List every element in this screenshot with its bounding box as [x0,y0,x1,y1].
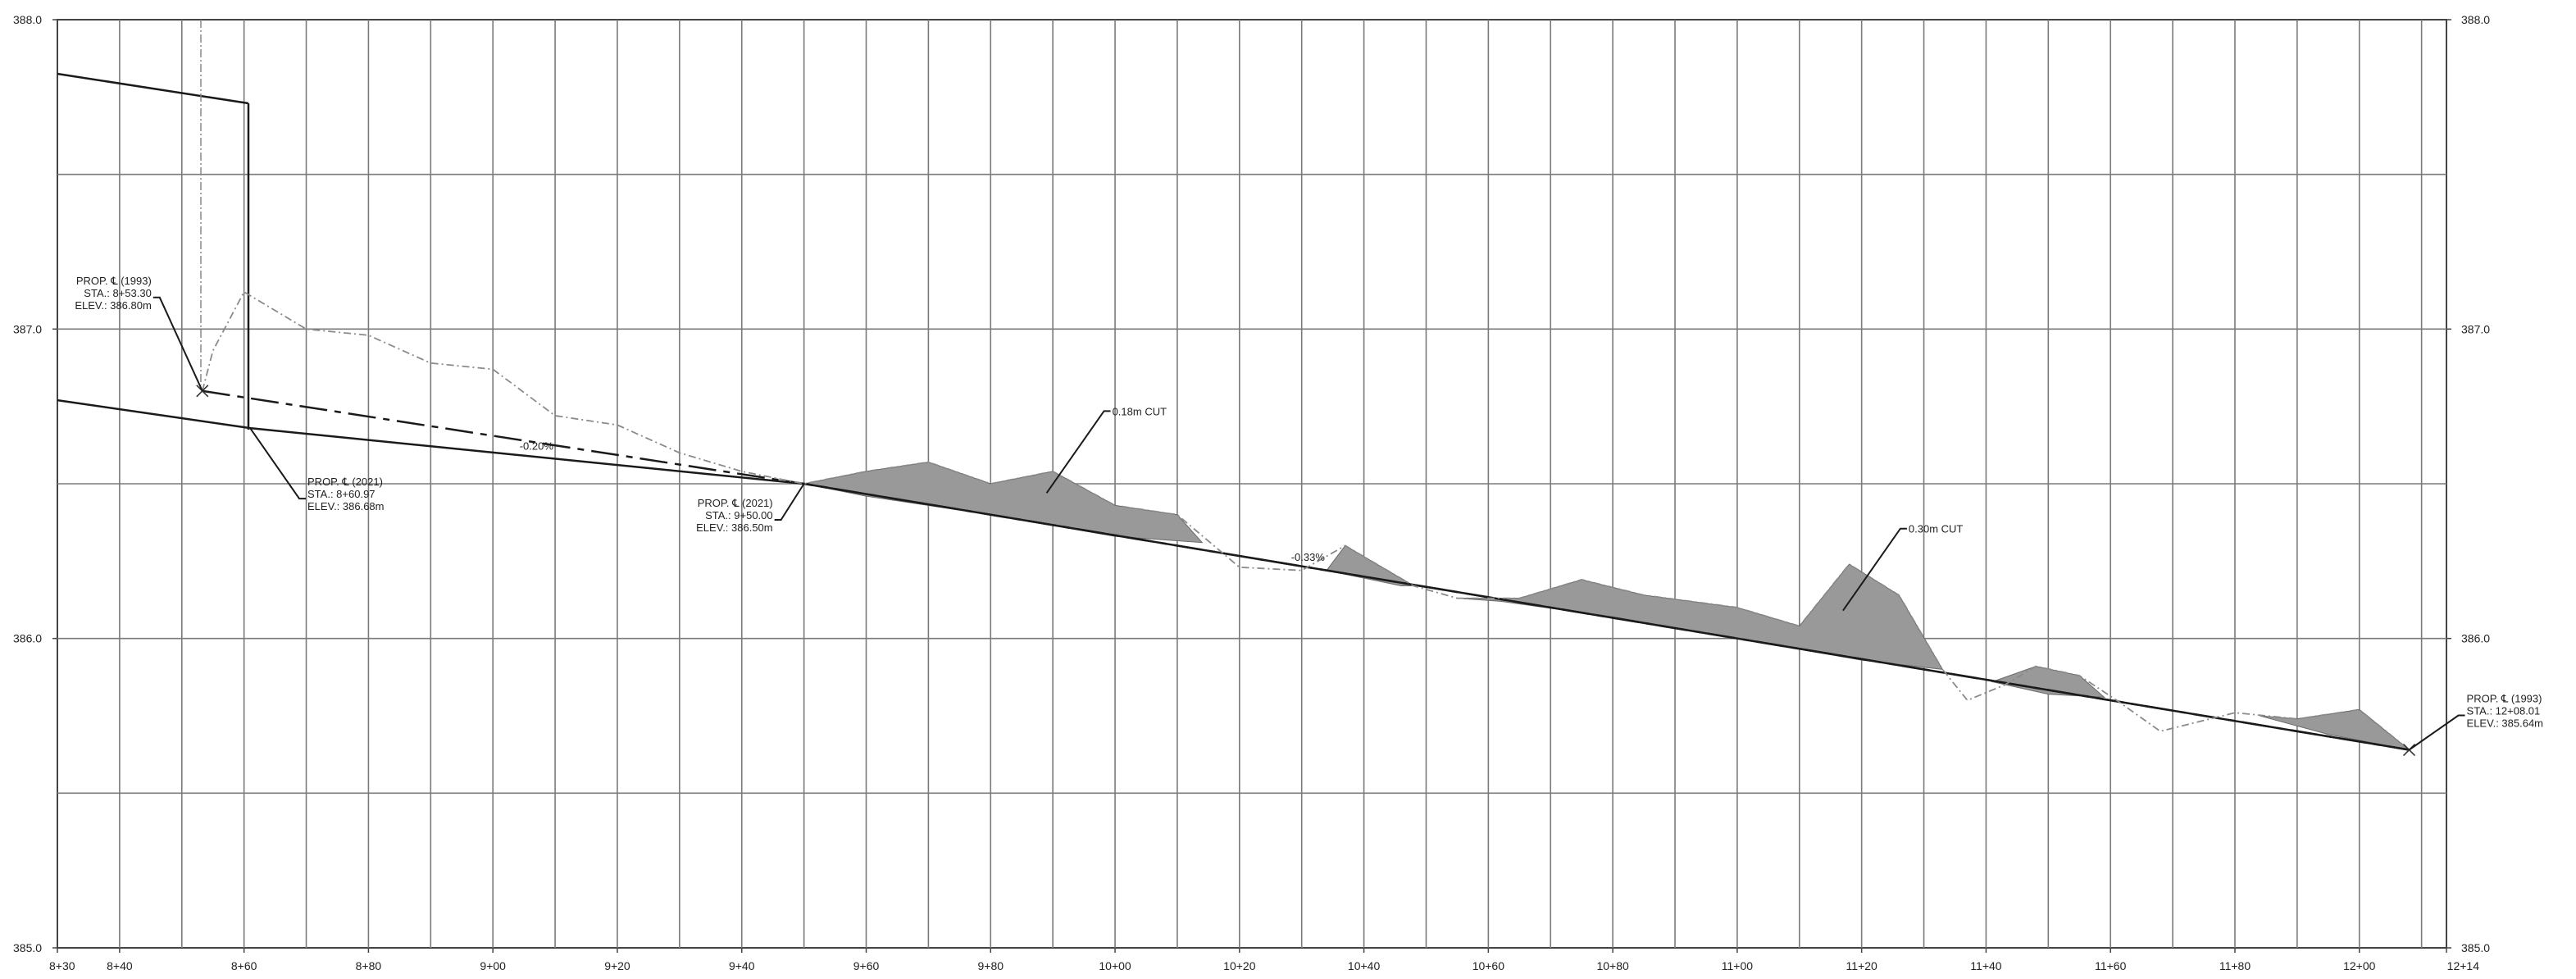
x-tick-label: 10+60 [1472,959,1505,972]
x-tick-label: 11+60 [2095,959,2126,972]
x-tick-label: 10+80 [1596,959,1629,972]
y-tick-label-left: 385.0 [13,941,42,954]
x-tick-label: 9+20 [604,959,630,972]
callout: -0.20% [520,439,554,452]
grade-label: -0.20% [520,439,554,452]
callout: 0.30m CUT [1842,523,1964,612]
callout-line: PROP. ℄ (1993) [2467,693,2542,705]
callout: -0.33% [1291,551,1326,563]
y-tick-label-right: 388.0 [2461,13,2490,26]
cut-fill-region [1457,563,1944,671]
y-tick-label-left: 388.0 [13,13,42,26]
leader-line [249,427,307,500]
series-line-proposed-2021 [57,398,2410,751]
leader-line [774,483,805,521]
x-tick-label: 9+00 [480,959,506,972]
leader-line [152,296,203,392]
x-tick-label: 9+80 [978,959,1004,972]
x-tick-label: 8+80 [356,959,382,972]
callout-line: PROP. ℄ (2021) [307,476,383,488]
x-tick-label: 11+80 [2219,959,2251,972]
series-line-existing-ground [201,290,2410,751]
x-tick-label: 10+20 [1223,959,1256,972]
callout-line: STA.: 12+08.01 [2467,705,2541,717]
callout-line: STA.: 8+60.97 [307,488,375,500]
callout-line: ELEV.: 386.50m [696,521,772,534]
x-tick-label: 10+40 [1348,959,1381,972]
pvi-x-marker [2402,743,2416,757]
y-tick-label-left: 387.0 [13,322,42,335]
callout-line: PROP. ℄ (2021) [698,497,773,509]
cut-depth-label: 0.30m CUT [1909,523,1964,535]
x-tick-label: 11+40 [1970,959,2001,972]
x-tick-label: 11+00 [1722,959,1753,972]
cut-fill-regions [803,462,2410,750]
x-tick-label: 12+00 [2343,959,2376,972]
y-tick-label-right: 386.0 [2461,632,2490,645]
x-tick-label: 8+60 [231,959,257,972]
grid-lines [57,19,2447,949]
callout: 0.18m CUT [1045,405,1167,494]
callout-line: STA.: 9+50.00 [705,509,773,521]
y-tick-label-left: 386.0 [13,632,42,645]
callout-line: ELEV.: 386.68m [307,500,384,512]
leader-line [2408,714,2465,751]
cut-fill-region [1326,544,1416,587]
cut-depth-label: 0.18m CUT [1113,405,1167,417]
cut-fill-region [1991,666,2106,698]
x-tick-label: 8+40 [107,959,133,972]
x-tick-label: 10+00 [1099,959,1131,972]
x-tick-label: 9+60 [853,959,880,972]
y-tick-label-right: 385.0 [2461,941,2490,954]
x-tick-label: 11+20 [1846,959,1877,972]
existing-structure-outline [57,20,250,430]
cut-fill-region [803,462,1204,544]
leader-line [1045,410,1111,494]
y-tick-label-right: 387.0 [2461,322,2490,335]
x-tick-label: 9+40 [729,959,755,972]
x-tick-label: 8+30 [49,959,75,972]
x-tick-label: 12+14 [2447,959,2480,972]
leader-line [1842,527,1907,612]
callout-line: ELEV.: 385.64m [2467,717,2543,730]
callout-line: PROP. ℄ (1993) [76,275,152,287]
callout-line: ELEV.: 386.80m [75,299,151,312]
callout-line: STA.: 8+53.30 [84,287,152,299]
grade-label: -0.33% [1291,551,1326,563]
axis-tick-labels: 8+30 8+40 8+60 8+80 9+00 9+20 9+40 9+60 9+80 10+0… [13,13,2490,972]
